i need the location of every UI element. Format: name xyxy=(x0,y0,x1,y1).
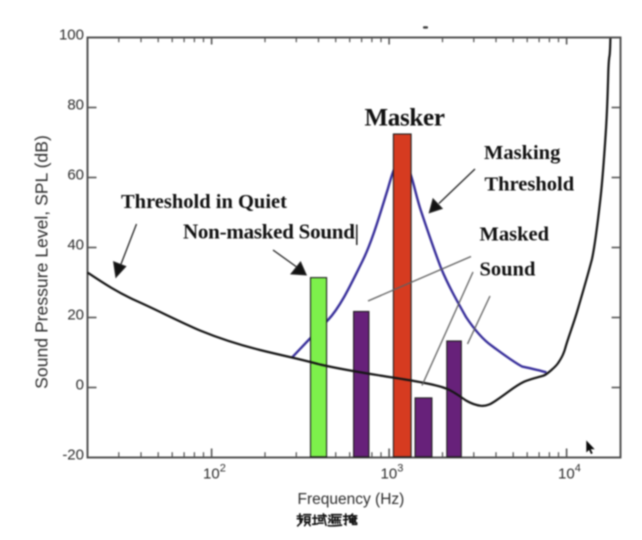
svg-text:60: 60 xyxy=(67,167,84,184)
svg-text:Threshold in Quiet: Threshold in Quiet xyxy=(121,191,287,213)
svg-text:Threshold: Threshold xyxy=(485,174,575,196)
svg-text:20: 20 xyxy=(67,307,84,324)
svg-text:40: 40 xyxy=(67,237,84,254)
svg-text:-20: -20 xyxy=(62,447,84,464)
svg-text:Masked: Masked xyxy=(480,224,550,246)
svg-text:Sound: Sound xyxy=(480,259,536,281)
svg-text:Non-masked Sound: Non-masked Sound xyxy=(183,220,355,244)
svg-text:Sound Pressure Level, SPL (dB): Sound Pressure Level, SPL (dB) xyxy=(32,135,52,389)
svg-text:100: 100 xyxy=(59,27,84,44)
svg-text:Masker: Masker xyxy=(365,105,445,132)
svg-text:80: 80 xyxy=(67,97,84,114)
svg-text:0: 0 xyxy=(76,377,84,394)
svg-text:Masking: Masking xyxy=(484,142,561,164)
svg-text:Frequency (Hz): Frequency (Hz) xyxy=(298,491,405,508)
